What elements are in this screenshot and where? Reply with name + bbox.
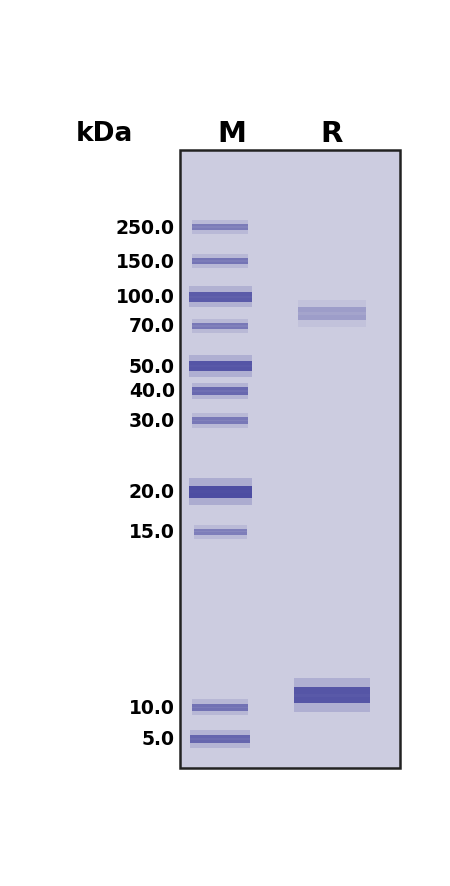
Text: 30.0: 30.0 <box>129 412 175 431</box>
Text: R: R <box>320 120 343 148</box>
Bar <box>192 388 248 395</box>
Bar <box>192 327 248 334</box>
Bar <box>189 287 252 297</box>
Bar <box>294 679 370 694</box>
Text: 5.0: 5.0 <box>142 729 175 749</box>
Text: 50.0: 50.0 <box>129 357 175 377</box>
Bar <box>297 300 366 313</box>
Text: 40.0: 40.0 <box>129 382 175 401</box>
Bar <box>297 315 366 328</box>
Bar <box>194 532 247 539</box>
Bar <box>192 262 248 269</box>
Text: 150.0: 150.0 <box>116 253 175 271</box>
Bar <box>192 259 248 265</box>
Text: 70.0: 70.0 <box>129 317 175 336</box>
Bar <box>192 224 248 231</box>
Text: kDa: kDa <box>76 120 133 146</box>
Bar <box>192 418 248 424</box>
Text: 250.0: 250.0 <box>116 218 175 237</box>
Bar <box>189 293 252 302</box>
Bar <box>192 708 248 716</box>
Bar <box>189 356 252 366</box>
Bar <box>189 299 252 308</box>
Bar <box>190 730 250 738</box>
Bar <box>190 740 250 748</box>
Bar <box>194 529 247 535</box>
Bar <box>189 494 252 505</box>
Bar <box>189 368 252 377</box>
Bar <box>297 308 366 321</box>
Bar <box>180 151 400 768</box>
Bar <box>192 320 248 326</box>
Bar <box>192 221 248 227</box>
Bar <box>192 229 248 235</box>
Bar <box>192 392 248 400</box>
Text: 15.0: 15.0 <box>129 523 175 541</box>
Text: 20.0: 20.0 <box>129 483 175 501</box>
Bar <box>294 696 370 711</box>
Bar <box>192 422 248 428</box>
Bar <box>192 414 248 421</box>
Text: 10.0: 10.0 <box>129 698 175 717</box>
Bar <box>192 704 248 711</box>
Bar <box>190 735 250 743</box>
Bar <box>192 384 248 391</box>
Bar <box>189 361 252 372</box>
Bar <box>192 323 248 330</box>
Bar <box>192 700 248 707</box>
Bar <box>294 688 370 703</box>
Bar <box>189 479 252 491</box>
Bar <box>192 254 248 261</box>
Bar <box>189 486 252 498</box>
Bar <box>194 525 247 532</box>
Text: M: M <box>218 120 247 148</box>
Text: 100.0: 100.0 <box>116 288 175 307</box>
